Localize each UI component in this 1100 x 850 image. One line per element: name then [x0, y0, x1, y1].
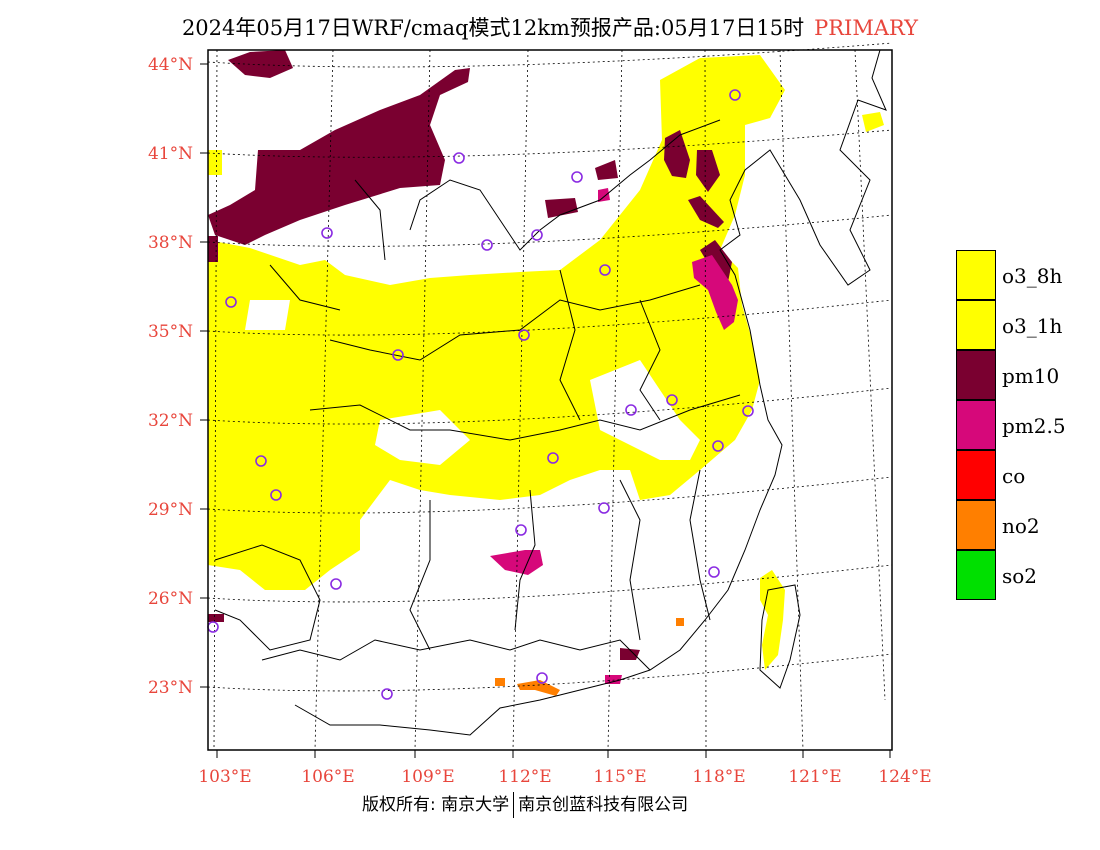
legend-label: pm2.5	[1002, 414, 1066, 438]
lon-label: 115°E	[593, 767, 646, 787]
lon-label: 118°E	[692, 767, 745, 787]
lat-label: 35°N	[148, 322, 193, 342]
station-marker	[666, 394, 678, 406]
station-marker	[536, 672, 548, 684]
legend-label: co	[1002, 464, 1026, 488]
pm10-region	[208, 50, 732, 660]
copyright-left: 版权所有: 南京大学	[362, 795, 510, 815]
lon-label: 109°E	[401, 767, 454, 787]
lat-label: 38°N	[148, 233, 193, 253]
legend-swatch	[956, 550, 996, 600]
station-marker	[225, 296, 237, 308]
legend-swatch	[956, 250, 996, 300]
title-tag: PRIMARY	[814, 16, 919, 40]
lon-label: 103°E	[198, 767, 251, 787]
station-marker	[729, 89, 741, 101]
o3-region	[208, 55, 884, 670]
station-marker	[481, 239, 493, 251]
station-marker	[599, 264, 611, 276]
legend-swatch	[956, 500, 996, 550]
legend-swatch	[956, 400, 996, 450]
lon-label: 112°E	[498, 767, 551, 787]
no2-region	[495, 618, 684, 696]
lon-label: 106°E	[301, 767, 354, 787]
station-marker	[270, 489, 282, 501]
legend-label: so2	[1002, 564, 1038, 588]
lat-label: 44°N	[148, 55, 193, 75]
station-marker	[625, 404, 637, 416]
legend-swatch	[956, 300, 996, 350]
station-marker	[518, 329, 530, 341]
station-marker	[531, 229, 543, 241]
legend-label: o3_8h	[1002, 264, 1063, 288]
legend-swatch	[956, 350, 996, 400]
title-main: 2024年05月17日WRF/cmaq模式12km预报产品:05月17日15时	[181, 16, 805, 40]
station-marker	[207, 621, 219, 633]
legend-label: pm10	[1002, 364, 1060, 388]
station-marker	[392, 349, 404, 361]
latitude-lines	[207, 42, 893, 692]
clean-areas	[245, 170, 700, 465]
latitude-labels: 44°N 41°N 38°N 35°N 32°N 29°N 26°N 23°N	[148, 55, 193, 698]
legend-label: o3_1h	[1002, 314, 1063, 338]
longitude-labels: 103°E 106°E 109°E 112°E 115°E 118°E 121°…	[198, 767, 931, 787]
lat-label: 23°N	[148, 678, 193, 698]
station-marker	[453, 152, 465, 164]
legend-swatch	[956, 450, 996, 500]
lat-label: 41°N	[148, 144, 193, 164]
map-title: 2024年05月17日WRF/cmaq模式12km预报产品:05月17日15时 P…	[0, 12, 1100, 42]
longitude-lines	[213, 49, 886, 751]
monitoring-stations	[207, 89, 754, 700]
station-marker	[547, 452, 559, 464]
station-marker	[381, 688, 393, 700]
copyright-footer: 版权所有: 南京大学 南京创蓝科技有限公司	[362, 790, 688, 818]
station-marker	[321, 227, 333, 239]
coastline-and-borders	[214, 49, 887, 736]
map-frame	[207, 49, 893, 751]
station-marker	[515, 524, 527, 536]
lat-label: 29°N	[148, 500, 193, 520]
lat-label: 32°N	[148, 411, 193, 431]
lon-label: 121°E	[788, 767, 841, 787]
station-marker	[708, 566, 720, 578]
station-marker	[598, 502, 610, 514]
station-marker	[571, 171, 583, 183]
axis-ticks	[200, 63, 891, 758]
copyright-right: 南京创蓝科技有限公司	[518, 795, 689, 815]
station-marker	[330, 578, 342, 590]
footer-divider	[513, 792, 515, 818]
lon-label: 124°E	[878, 767, 931, 787]
station-marker	[712, 440, 724, 452]
station-marker	[742, 405, 754, 417]
legend-label: no2	[1002, 514, 1040, 538]
lat-label: 26°N	[148, 589, 193, 609]
station-marker	[255, 455, 267, 467]
